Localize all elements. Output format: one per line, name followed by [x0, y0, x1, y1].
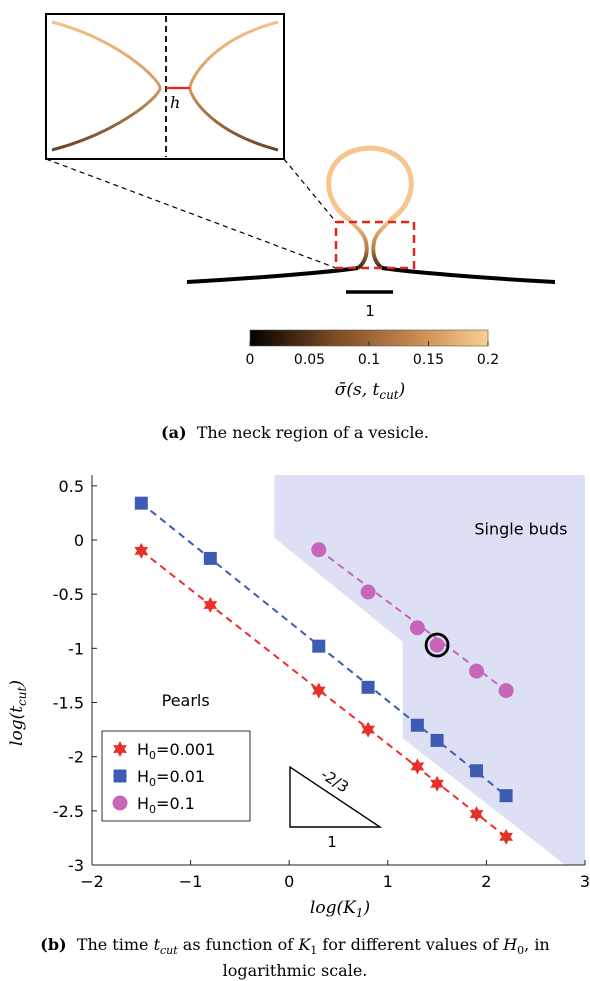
caption-b: (b) The time tcut as function of K1 for … [0, 935, 590, 981]
data-point-square [312, 639, 326, 653]
legend-entry: H0=0.001 [137, 740, 215, 762]
inset-left-curve [51, 20, 162, 152]
legend-entry: H0=0.1 [137, 794, 195, 816]
membrane-left [186, 266, 359, 284]
x-axis-label: log(K1) [310, 898, 370, 920]
inset-right-curve [188, 20, 279, 152]
y-axis-label: log(tcut) [7, 680, 29, 746]
x-tick-label: 2 [481, 872, 491, 891]
panel-a-figure: h 1 0 0.05 0.1 0.15 0.2 σ̄(s, tcut) [45, 13, 556, 402]
data-point-star [410, 758, 425, 775]
x-tick-label: 3 [580, 872, 590, 891]
data-point-circle [409, 620, 425, 636]
caption-b-t-sub: cut [160, 944, 178, 958]
data-point-circle [311, 542, 327, 558]
data-point-star [203, 597, 218, 613]
caption-b-h: H [503, 935, 518, 954]
data-point-square [203, 551, 217, 565]
data-point-star [430, 775, 445, 792]
single-buds-region [274, 475, 585, 865]
data-point-square [134, 496, 148, 510]
data-point-star [134, 542, 149, 559]
y-tick-label: -2.5 [53, 802, 84, 821]
y-tick-label: -1 [68, 639, 84, 658]
legend-marker-circle [112, 795, 128, 811]
legend: H0=0.001 H0=0.01 H0=0.1 [101, 730, 251, 822]
caption-a-tag: (a) [161, 423, 187, 442]
highlighted-point-ring [424, 632, 450, 658]
caption-b-text-4: , in [524, 935, 550, 954]
slope-base-label: 1 [327, 833, 337, 851]
y-tick-label: 0.5 [59, 477, 84, 496]
slope-triangle-shape [289, 765, 383, 828]
zoom-region-box [334, 220, 416, 270]
legend-entry: H0=0.01 [137, 767, 205, 789]
colorbar-tick-label: 0.2 [477, 352, 499, 368]
inset-connector-left [45, 158, 337, 269]
data-point-square [410, 718, 424, 732]
colorbar-tick-label: 0.15 [413, 352, 444, 368]
data-point-square [430, 733, 444, 747]
scale-bar-label: 1 [365, 302, 375, 320]
neck-width-label: h [170, 93, 180, 112]
y-tick-label: -2 [68, 748, 84, 767]
slope-label: -2/3 [317, 765, 352, 796]
data-point-star [311, 682, 326, 699]
bud-stem-right [371, 218, 392, 270]
inset-connector-right [283, 158, 337, 223]
colorbar-tick-label: 0.05 [294, 352, 325, 368]
caption-b-k: K [298, 935, 311, 954]
pearls-label: Pearls [162, 691, 210, 710]
y-tick-label: 0 [74, 531, 84, 550]
caption-b-text-1: The time [76, 935, 154, 954]
slope-triangle: -2/3 1 [289, 765, 383, 851]
caption-b-t: t [153, 935, 161, 954]
colorbar: 0 0.05 0.1 0.15 0.2 σ̄(s, tcut) [246, 329, 499, 402]
caption-b-h-sub: 0 [517, 944, 525, 958]
bud-sphere [326, 145, 414, 223]
plot-area: −2 −1 0 1 2 3 0.5 0 -0.5 -1 -1.5 -2 -2.5 -3 Single bud… [53, 475, 590, 891]
colorbar-ticks: 0 0.05 0.1 0.15 0.2 [246, 341, 499, 368]
data-point-square [470, 764, 484, 778]
caption-b-line-2: logarithmic scale. [222, 961, 368, 981]
membrane-right [381, 266, 556, 284]
data-point-circle [469, 663, 485, 679]
data-point-star [469, 806, 484, 823]
x-tick-label: −2 [80, 872, 104, 891]
y-tick-label: -3 [68, 856, 84, 875]
colorbar-tick-label: 0 [246, 352, 255, 368]
caption-b-k-sub: 1 [310, 944, 318, 958]
caption-a: (a) The neck region of a vesicle. [0, 423, 590, 443]
data-point-square [499, 789, 513, 803]
caption-b-text-3: for different values of [317, 935, 504, 954]
bud-stem-left [348, 218, 369, 270]
y-tick-label: -0.5 [53, 585, 84, 604]
single-buds-label: Single buds [474, 520, 567, 539]
panel-b-chart: −2 −1 0 1 2 3 0.5 0 -0.5 -1 -1.5 -2 -2.5 -3 Single bud… [7, 475, 590, 920]
caption-b-tag: (b) [40, 935, 67, 954]
data-point-circle [498, 683, 514, 699]
legend-marker-square [113, 769, 127, 783]
y-tick-label: -1.5 [53, 694, 84, 713]
neck-inset: h [45, 13, 285, 160]
data-point-star [499, 828, 514, 845]
data-point-star [361, 721, 376, 738]
x-tick-label: 0 [284, 872, 294, 891]
data-point-square [361, 680, 375, 694]
x-tick-label: 1 [383, 872, 393, 891]
data-point-circle [360, 584, 376, 600]
caption-a-text: The neck region of a vesicle. [196, 423, 429, 442]
data-point-circle [429, 637, 445, 653]
colorbar-tick-label: 0.1 [358, 352, 380, 368]
vesicle-shape [186, 145, 556, 284]
caption-b-text-2: as function of [177, 935, 299, 954]
legend-marker-star [113, 741, 127, 757]
colorbar-label: σ̄(s, tcut) [335, 380, 406, 402]
x-tick-label: −1 [179, 872, 203, 891]
